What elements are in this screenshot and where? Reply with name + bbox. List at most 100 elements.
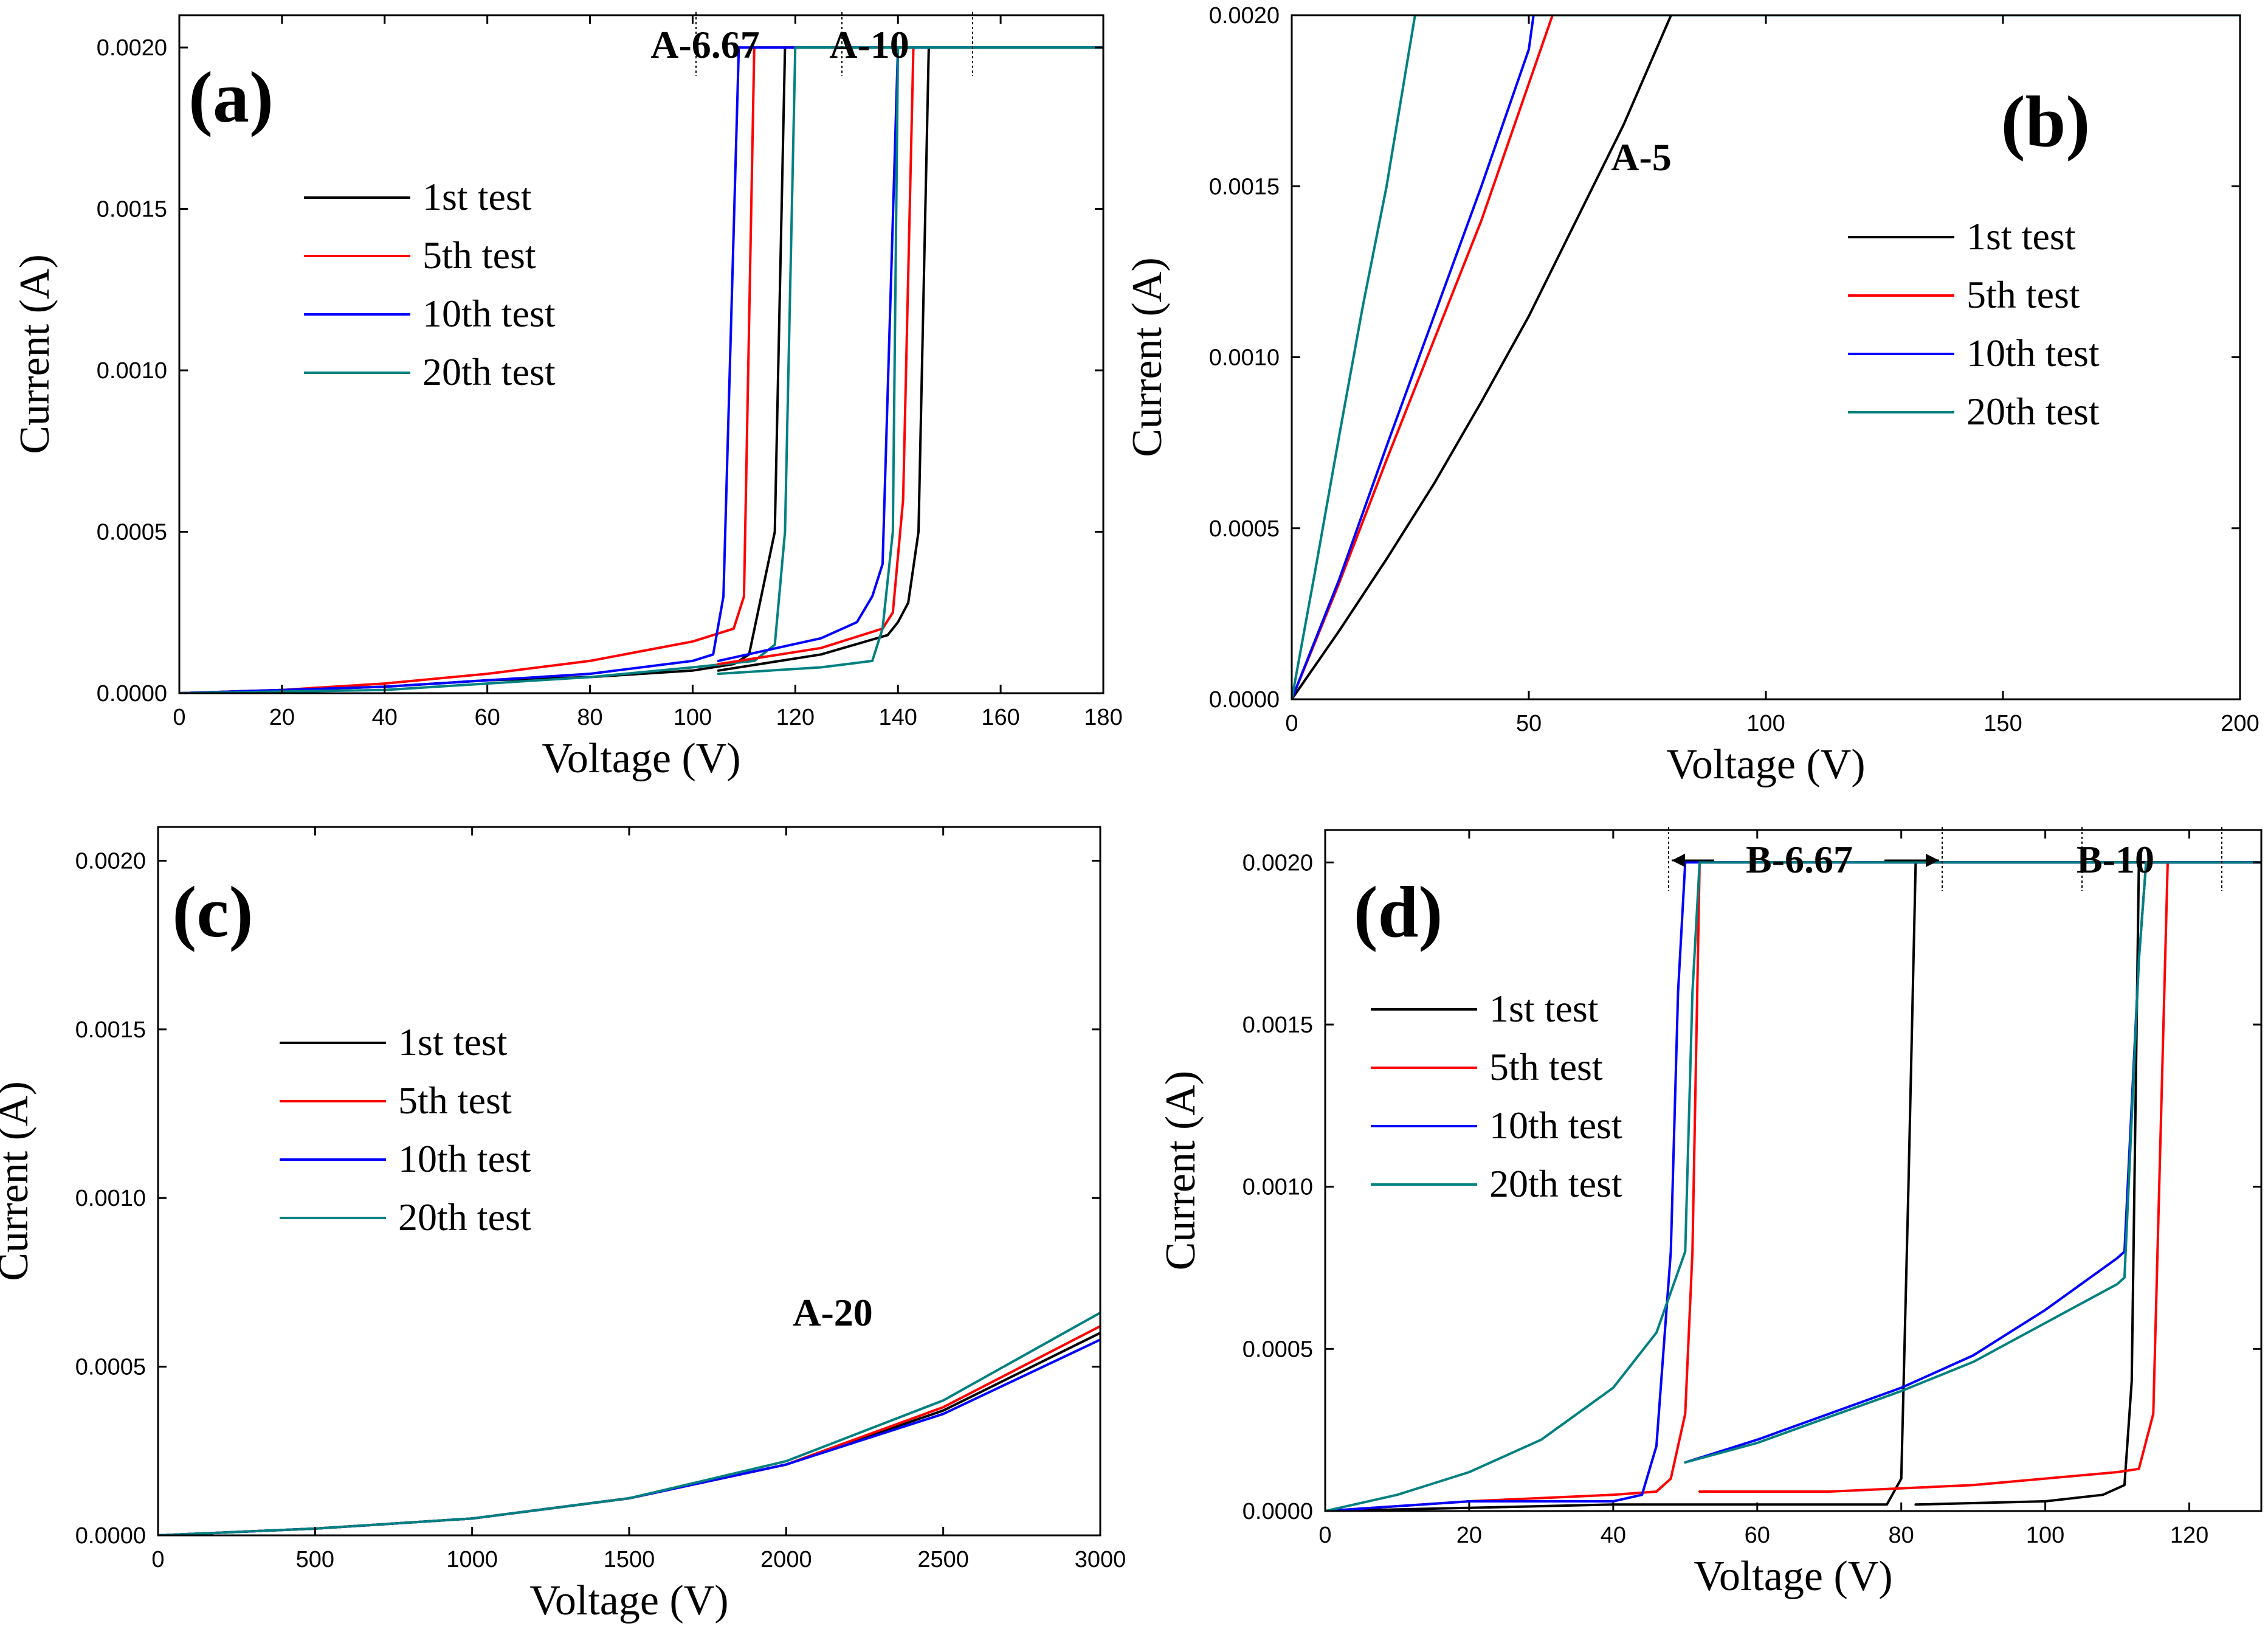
- series-line-5th-b: [717, 46, 1103, 666]
- series-line-1st: [179, 46, 1103, 693]
- x-tick-label: 1500: [604, 1547, 655, 1572]
- annotation-label: A-10: [829, 23, 909, 66]
- y-tick-label: 0.0015: [1209, 174, 1280, 199]
- chart-panel-a: 0 20 40 60 80 100 120 140 160 180 0.0000 0.0005 0.00…: [12, 12, 1123, 782]
- y-tick-label: 0.0005: [75, 1355, 146, 1380]
- legend-label-20th: 20th test: [398, 1195, 531, 1239]
- panel-label: (c): [172, 871, 253, 952]
- legend: 1st test 5th test 10th test 20th test: [1371, 987, 1622, 1205]
- legend-label-1st: 1st test: [1966, 215, 2076, 258]
- series-line-5th: [179, 46, 1103, 693]
- y-tick-label: 0.0020: [1243, 850, 1313, 876]
- series-group: [1292, 15, 2240, 699]
- y-tick-label: 0.0010: [75, 1186, 146, 1211]
- y-tick-label: 0.0015: [97, 197, 167, 223]
- legend-label-20th: 20th test: [1966, 390, 2100, 433]
- x-tick-label: 0: [1285, 711, 1298, 736]
- annotation-label: A-20: [793, 1291, 873, 1334]
- x-axis-title: Voltage (V): [1666, 741, 1865, 788]
- annotation-arrowhead-left: [1672, 854, 1685, 867]
- series-line-5th: [1325, 861, 2261, 1511]
- y-tick-label: 0.0010: [1209, 345, 1280, 371]
- legend-label-10th: 10th test: [1489, 1104, 1622, 1147]
- x-tick-label: 200: [2221, 711, 2259, 736]
- x-tick-label: 20: [269, 705, 295, 730]
- panel-label: (a): [188, 57, 274, 137]
- series-line-10th: [179, 46, 1103, 693]
- chart-panel-b: 0 50 100 150 200 0.0000 0.0005 0.0010 0.0015 0.00…: [1124, 3, 2259, 788]
- x-tick-label: 150: [1984, 711, 2022, 736]
- y-tick-label: 0.0000: [75, 1523, 146, 1549]
- x-tick-label: 80: [577, 705, 602, 730]
- series-line-10th: [158, 1338, 1100, 1535]
- chart-panel-d: 0 20 40 60 80 100 120 0.0000 0.0005 0.0010 0.0015 0…: [1157, 827, 2263, 1600]
- y-tick-label: 0.0010: [97, 358, 167, 384]
- x-tick-label: 3000: [1075, 1547, 1126, 1572]
- y-tick-label: 0.0005: [97, 520, 167, 545]
- plot-frame: [1324, 829, 2263, 1512]
- x-tick-label: 2500: [917, 1547, 969, 1572]
- x-tick-label: 0: [173, 705, 185, 730]
- x-tick-label: 160: [981, 705, 1019, 730]
- y-axis-title: Current (A): [1124, 257, 1171, 457]
- x-tick-label: 180: [1084, 705, 1122, 730]
- series-line-1st-b: [1914, 861, 2261, 1506]
- y-tick-label: 0.0010: [1243, 1175, 1313, 1200]
- series-group: [1325, 861, 2261, 1511]
- legend-label-1st: 1st test: [398, 1020, 508, 1064]
- series-line-1st: [1292, 15, 2240, 699]
- chart-panel-c: 0 500 1000 1500 2000 2500 3000 0.0000 0.0005 0.00…: [0, 826, 1126, 1624]
- series-line-20th: [1325, 861, 2261, 1511]
- series-line-1st-b: [717, 46, 1103, 672]
- series-line-5th-b: [1698, 861, 2261, 1493]
- x-tick-label: 2000: [760, 1547, 812, 1572]
- x-tick-label: 140: [879, 705, 917, 730]
- legend: 1st test 5th test 10th test 20th test: [304, 175, 556, 393]
- legend-label-5th: 5th test: [1966, 273, 2080, 316]
- x-tick-label: 120: [2170, 1523, 2208, 1548]
- annotation-label: A-5: [1611, 136, 1672, 179]
- y-tick-label: 0.0005: [1209, 516, 1280, 542]
- y-axis-title: Current (A): [12, 254, 58, 454]
- x-tick-label: 100: [1746, 711, 1785, 736]
- series-line-5th: [1292, 15, 2240, 699]
- x-axis-title: Voltage (V): [542, 735, 740, 782]
- x-tick-label: 0: [151, 1547, 164, 1572]
- legend-label-20th: 20th test: [422, 350, 556, 393]
- x-tick-label: 40: [372, 705, 398, 730]
- legend-label-1st: 1st test: [422, 175, 532, 218]
- series-line-1st: [158, 1332, 1100, 1535]
- x-tick-label: 80: [1889, 1523, 1914, 1548]
- series-group: [179, 46, 1103, 693]
- x-tick-label: 50: [1516, 711, 1542, 736]
- y-tick-label: 0.0000: [97, 681, 167, 707]
- legend: 1st test 5th test 10th test 20th test: [280, 1020, 531, 1239]
- x-tick-label: 1000: [446, 1547, 498, 1572]
- y-tick-label: 0.0005: [1243, 1337, 1313, 1362]
- x-tick-label: 60: [475, 705, 500, 730]
- y-tick-label: 0.0015: [1243, 1012, 1313, 1038]
- series-line-20th-b: [717, 46, 1103, 676]
- legend-label-5th: 5th test: [398, 1079, 512, 1122]
- legend-label-20th: 20th test: [1489, 1162, 1622, 1205]
- x-tick-label: 0: [1318, 1523, 1331, 1548]
- series-line-10th-b: [1684, 861, 2261, 1464]
- y-tick-label: 0.0020: [97, 35, 167, 61]
- legend: 1st test 5th test 10th test 20th test: [1848, 215, 2100, 433]
- x-tick-label: 20: [1456, 1523, 1482, 1548]
- x-tick-label: 120: [776, 705, 815, 730]
- x-axis-title: Voltage (V): [1694, 1553, 1892, 1600]
- x-tick-label: 500: [296, 1547, 334, 1572]
- series-line-20th: [1292, 15, 2240, 699]
- series-line-5th: [158, 1325, 1100, 1535]
- panel-label: (d): [1354, 871, 1443, 952]
- x-axis-title: Voltage (V): [529, 1577, 728, 1624]
- x-tick-label: 60: [1745, 1523, 1770, 1548]
- annotation-label: B-6.67: [1746, 838, 1853, 881]
- annotation-label: B-10: [2077, 838, 2154, 881]
- plot-frame: [178, 14, 1105, 694]
- annotation-label: A-6.67: [650, 23, 760, 66]
- legend-label-1st: 1st test: [1489, 987, 1599, 1030]
- legend-label-10th: 10th test: [1966, 331, 2100, 375]
